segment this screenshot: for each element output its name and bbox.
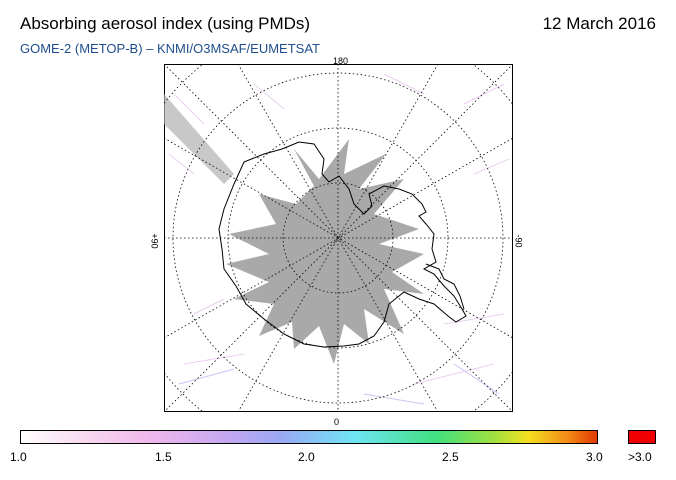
lon-label-left: +90 xyxy=(149,233,160,249)
colorbar-over-label: >3.0 xyxy=(628,450,652,464)
polar-map xyxy=(164,64,513,412)
colorbar xyxy=(20,430,598,444)
map-title: Absorbing aerosol index (using PMDs) xyxy=(20,14,311,33)
lon-label-bottom: 0 xyxy=(334,417,340,427)
aerosol-streaks xyxy=(168,73,510,405)
map-date: 12 March 2016 xyxy=(542,14,656,33)
colorbar-tick-1: 1.0 xyxy=(10,450,27,464)
colorbar-tick-5: 3.0 xyxy=(586,450,603,464)
lon-label-right: -90 xyxy=(513,234,524,248)
map-subtitle: GOME-2 (METOP-B) – KNMI/O3MSAF/EUMETSAT xyxy=(20,41,320,56)
colorbar-tick-3: 2.0 xyxy=(298,450,315,464)
colorbar-tick-4: 2.5 xyxy=(442,450,459,464)
colorbar-tick-2: 1.5 xyxy=(155,450,172,464)
peninsula-outline xyxy=(425,263,465,310)
graticule xyxy=(164,64,513,412)
antarctica-coastline xyxy=(218,141,467,348)
colorbar-over-swatch xyxy=(628,430,656,444)
no-data-polar-region xyxy=(226,139,424,364)
no-data-wedge xyxy=(164,94,234,184)
lon-label-top: 180 xyxy=(333,56,349,66)
